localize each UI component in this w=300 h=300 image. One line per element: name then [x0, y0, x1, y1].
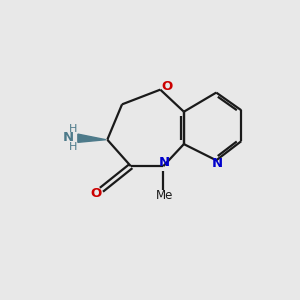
- Polygon shape: [78, 134, 106, 142]
- Text: H: H: [69, 142, 78, 152]
- Text: O: O: [91, 187, 102, 200]
- Text: H: H: [69, 124, 78, 134]
- Text: N: N: [159, 156, 170, 169]
- Text: Me: Me: [156, 189, 173, 202]
- Text: N: N: [63, 131, 74, 144]
- Text: N: N: [212, 157, 223, 170]
- Text: O: O: [161, 80, 172, 93]
